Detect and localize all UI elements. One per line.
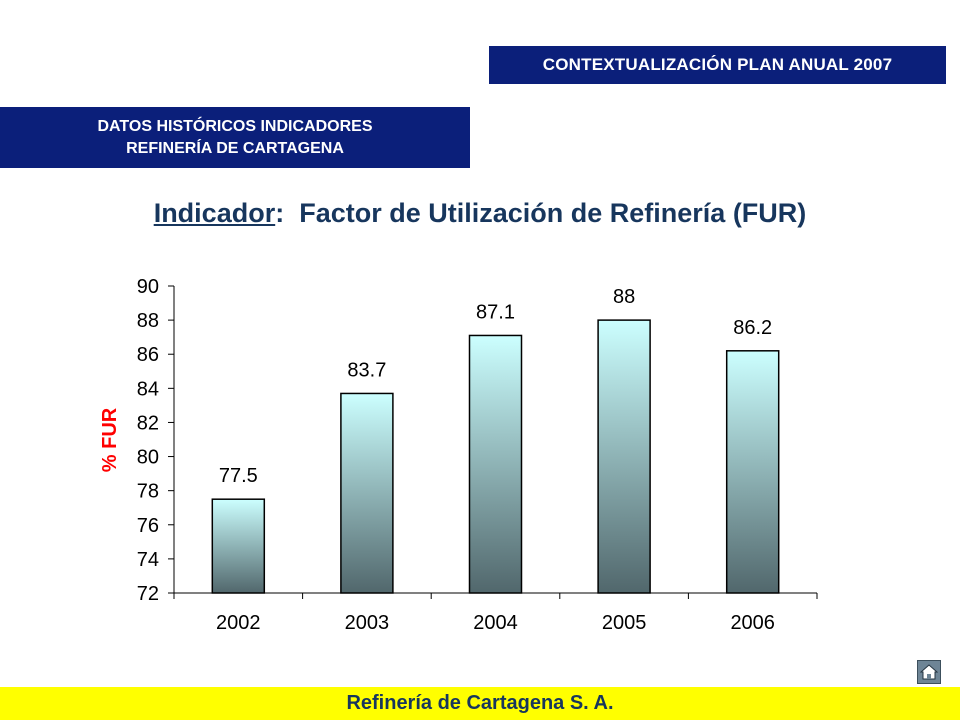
bars-group: 77.5 83.7 87.1 88 86.2 <box>211 286 780 594</box>
x-tick-label-2005: 2005 <box>602 612 647 634</box>
title-separator: : <box>275 198 285 228</box>
y-tick-label-74: 74 <box>137 549 159 571</box>
top-banner-text: CONTEXTUALIZACIÓN PLAN ANUAL 2007 <box>542 55 893 74</box>
bar-2004 <box>468 334 523 594</box>
top-banner: CONTEXTUALIZACIÓN PLAN ANUAL 2007 <box>489 46 946 84</box>
axes-group: 2002 2003 2004 2005 2006 72 74 76 78 80 82 84 86 88 90 <box>137 276 818 634</box>
y-tick-label-80: 80 <box>137 447 159 469</box>
bar-2006 <box>725 350 780 594</box>
x-tick-label-2004: 2004 <box>473 612 518 634</box>
footer: Refinería de Cartagena S. A. <box>0 687 960 720</box>
y-tick-label-86: 86 <box>137 344 159 366</box>
bar-2005 <box>597 319 651 594</box>
bar-2002 <box>211 498 266 594</box>
title-text: Factor de Utilización de Refinería (FUR) <box>299 198 807 228</box>
data-label-2004: 87.1 <box>476 301 515 323</box>
x-tick-label-2003: 2003 <box>345 612 390 634</box>
title-label: Indicador <box>153 198 276 228</box>
footer-text: Refinería de Cartagena S. A. <box>346 692 614 714</box>
y-tick-label-82: 82 <box>137 412 159 434</box>
x-tick-label-2002: 2002 <box>216 612 261 634</box>
data-label-2003: 83.7 <box>347 359 386 381</box>
home-button[interactable] <box>917 660 941 684</box>
home-icon <box>920 664 938 680</box>
y-tick-label-76: 76 <box>137 515 159 537</box>
y-tick-label-90: 90 <box>137 276 159 298</box>
bar-2003 <box>340 392 394 594</box>
data-label-2006: 86.2 <box>733 317 772 339</box>
data-label-2005: 88 <box>613 286 635 308</box>
y-tick-label-88: 88 <box>137 310 159 332</box>
y-tick-label-84: 84 <box>137 378 159 400</box>
x-tick-label-2006: 2006 <box>730 612 775 634</box>
y-axis-label: % FUR <box>99 407 121 472</box>
left-banner-line2: REFINERÍA DE CARTAGENA <box>126 139 344 157</box>
y-tick-label-78: 78 <box>137 481 159 503</box>
data-label-2002: 77.5 <box>219 465 258 487</box>
left-banner: DATOS HISTÓRICOS INDICADORES REFINERÍA D… <box>0 107 470 168</box>
page-title: Indicador: Factor de Utilización de Refi… <box>0 198 960 229</box>
left-banner-line1: DATOS HISTÓRICOS INDICADORES <box>97 117 373 135</box>
y-tick-label-72: 72 <box>137 583 159 605</box>
